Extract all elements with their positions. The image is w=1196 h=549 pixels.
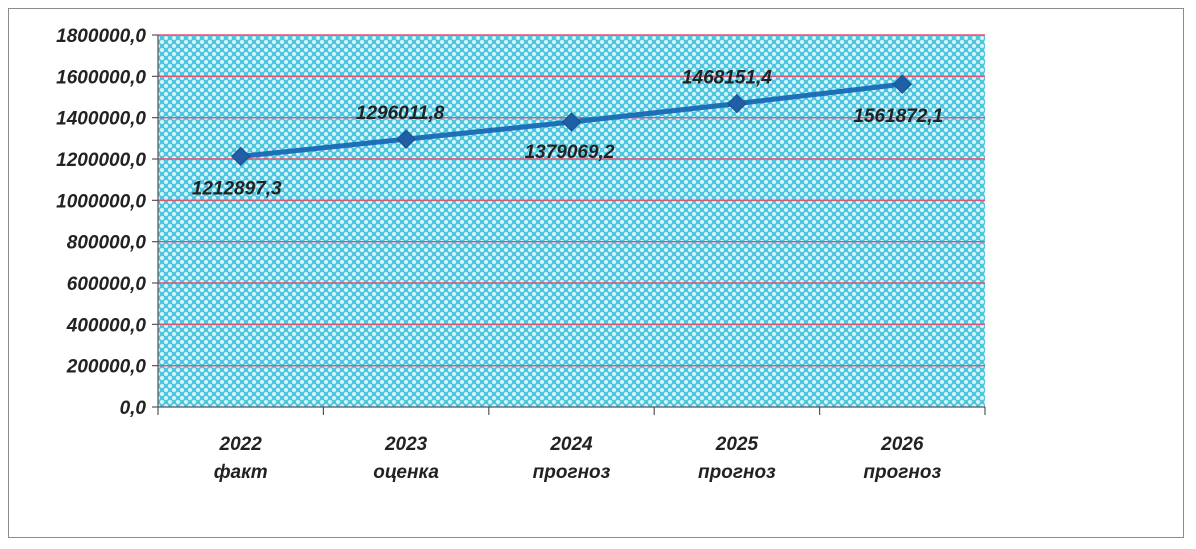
y-tick-label: 0,0	[120, 398, 147, 419]
data-label: 1468151,4	[682, 68, 772, 89]
data-point-marker	[727, 93, 747, 114]
data-labels: 1212897,3 1296011,8 1379069,2 1468151,4 1561…	[192, 68, 943, 200]
x-tick-label: 2025	[715, 434, 759, 455]
axes	[152, 34, 986, 415]
x-tick-label: прогноз	[863, 462, 941, 483]
x-tick-label: оценка	[373, 462, 439, 483]
data-point-marker	[230, 146, 251, 167]
y-tick-label: 200000,0	[66, 357, 147, 378]
x-tick-label: 2023	[384, 434, 428, 455]
y-tick-label: 1600000,0	[56, 67, 146, 88]
x-tick-label: 2022	[219, 434, 263, 455]
x-tick-label: 2026	[880, 434, 924, 455]
series	[230, 74, 913, 167]
y-tick-label: 1000000,0	[56, 191, 146, 212]
y-tick-label: 1200000,0	[56, 150, 146, 171]
x-tick-label: 2024	[549, 434, 593, 455]
plot-area	[158, 35, 985, 407]
y-tick-label: 1800000,0	[56, 26, 146, 47]
data-point-marker	[892, 74, 913, 94]
data-label: 1296011,8	[356, 103, 445, 124]
y-tick-label: 400000,0	[66, 315, 147, 336]
x-tick-label: прогноз	[533, 462, 611, 483]
data-label: 1212897,3	[192, 178, 282, 199]
y-tick-label: 600000,0	[67, 274, 147, 295]
x-tick-label: прогноз	[698, 462, 776, 483]
x-tick-label: факт	[214, 462, 268, 483]
y-tick-label: 800000,0	[67, 233, 147, 254]
y-axis-ticks: 0,0 200000,0 400000,0 600000,0 800000,0 10000…	[56, 26, 146, 419]
data-point-marker	[561, 112, 582, 132]
x-axis-ticks: 2022 факт 2023 оценка 2024 прогноз 2025 прогноз…	[214, 434, 942, 483]
y-tick-label: 1400000,0	[56, 109, 146, 130]
data-label: 1561872,1	[853, 106, 943, 127]
data-label: 1379069,2	[525, 142, 615, 163]
data-point-marker	[396, 129, 416, 149]
